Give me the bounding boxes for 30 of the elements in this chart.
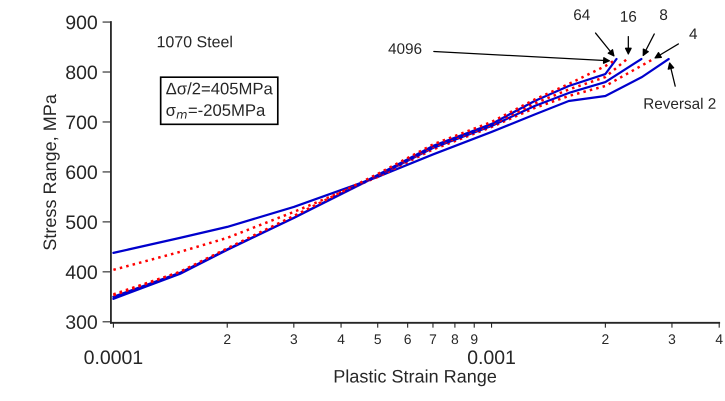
y-axis-title: Stress Range, MPa [43,94,60,250]
y-tick-label: 300 [66,315,97,330]
series-label: Reversal 2 [644,98,716,109]
text: 64 [574,9,590,20]
x-tick-label: 0.0001 [84,350,142,364]
text: 2 [224,334,230,344]
x-axis-title: Plastic Strain Range [334,369,496,386]
text: 6 [404,334,411,344]
y-tick-label: 800 [66,65,97,80]
text: 8 [660,9,668,20]
y-tick-label: 600 [66,165,97,180]
y-tick-label: 400 [66,265,97,280]
text: 3 [290,334,298,344]
y-tick-label: 900 [66,16,97,30]
annotation: Δσ/2=405MPa σ$_{m}$=-205MPa [166,82,273,119]
y-tick-label: 500 [66,215,97,230]
text: 9 [471,334,478,344]
text: 16 [620,11,636,22]
text: 8 [452,334,458,344]
x-tick-label: 0.001 [468,350,515,364]
text: 3 [668,334,676,344]
y-tick-label: 700 [66,115,97,130]
text: 2 [602,334,609,344]
text: 4 [716,334,723,344]
text: 7 [430,334,436,344]
text: 4096 [388,43,422,54]
text: 4 [338,334,345,344]
annotation: 1070 Steel [158,36,232,48]
text: 5 [374,334,381,344]
text: 4 [689,28,698,39]
